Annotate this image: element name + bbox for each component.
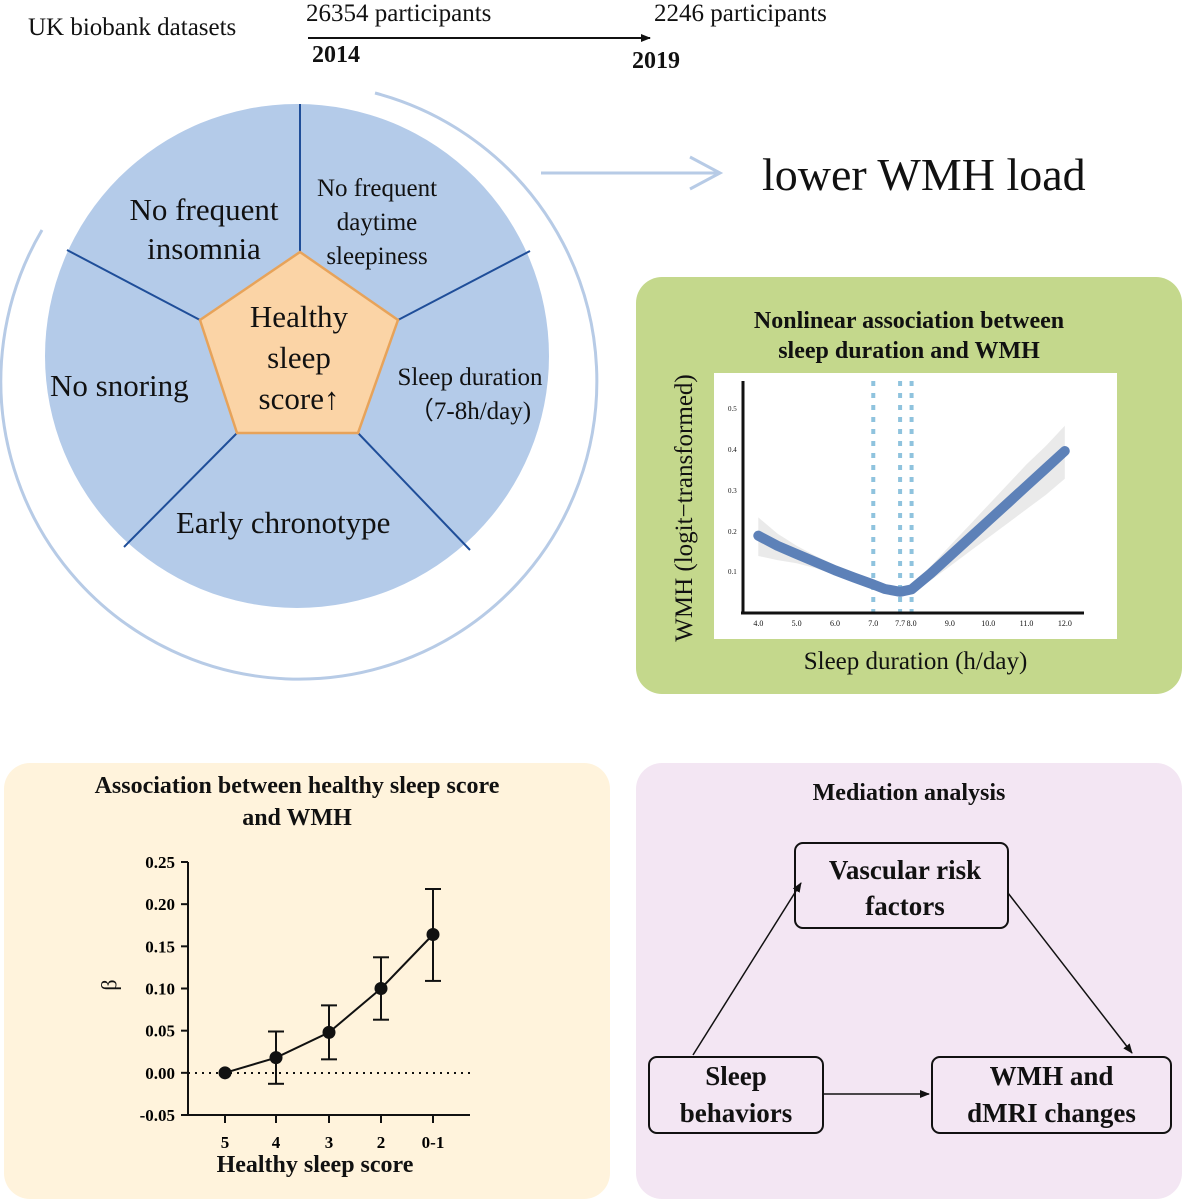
wheel-dividers [66,104,531,551]
score-chart: -0.05 0.00 0.05 0.10 0.15 0.20 0.25 5 4 3 2 0-1 [140,853,470,1152]
nonlinear-chart [741,381,1084,615]
nonlinear-plot-area [714,373,1117,639]
vascular-label: Vascular risk factors [828,855,982,921]
nonlinear-x-tick: 7.7 [895,619,906,628]
score-x-tick-label: 4 [272,1133,281,1152]
score-xlabel: Healthy sleep score [216,1152,414,1178]
mediation-diagram [648,842,1172,1134]
confidence-band [758,425,1065,596]
score-x-tick-label: 3 [325,1133,334,1152]
outer-arc [0,91,599,681]
sleep-to-vascular-arrow [692,882,802,1056]
start-year: 2014 [312,42,360,68]
nonlinear-x-tick: 6.0 [829,619,840,628]
nonlinear-x-tick: 12.0 [1057,619,1072,628]
fitted-curve [753,446,1070,597]
score-x-tick-label: 2 [377,1133,386,1152]
score-y-tick-label: 0.15 [145,937,175,956]
score-point [269,1051,283,1065]
dataset-label: UK biobank datasets [28,14,237,41]
pentagon-label: Healthy sleep score↑ [249,299,349,416]
nonlinear-y-tick: 0.4 [728,446,737,455]
score-x-tick-label: 0-1 [422,1133,445,1152]
nonlinear-y-tick: 0.5 [728,405,737,414]
sleep-box [648,1056,824,1134]
nonlinear-x-tick: 4.0 [753,619,764,628]
score-x-tick-label: 5 [221,1133,230,1152]
sleep-label: Sleep behaviors [679,1061,793,1128]
nonlinear-y-tick: 0.2 [728,527,737,536]
score-point [426,928,440,942]
score-y-tick-label: 0.25 [145,853,175,872]
segment-chronotype: Early chronotype [176,505,391,540]
score-y-tick-label: 0.10 [145,980,175,999]
score-point [374,982,388,995]
wmh-box [931,1056,1172,1134]
score-point [218,1066,232,1080]
segment-sleepiness: No frequent daytime sleepiness [316,175,438,270]
start-participants: 26354 participants [306,0,492,27]
nonlinear-x-tick: 7.0 [868,619,879,628]
outcome-arrow [541,155,724,191]
segment-duration: Sleep duration （7-8h/day) [397,364,543,425]
segment-snoring: No snoring [50,368,189,403]
nonlinear-x-tick: 5.0 [791,619,802,628]
segment-insomnia: No frequent insomnia [129,192,279,266]
score-y-tick-label: 0.20 [145,895,175,914]
end-year: 2019 [632,48,680,74]
outcome-label: lower WMH load [762,149,1086,200]
score-y-tick-label: 0.05 [145,1022,175,1041]
nonlinear-x-tick: 10.0 [981,619,996,628]
wmh-label: WMH and dMRI changes [967,1061,1136,1128]
score-y-tick-label: -0.05 [140,1106,175,1125]
vascular-to-wmh-arrow [1007,892,1133,1054]
nonlinear-xlabel: Sleep duration (h/day) [803,648,1028,675]
score-y-tick-label: 0.00 [145,1064,175,1083]
score-ylabel: β [96,979,122,991]
score-title: Association between healthy sleep score … [94,773,500,831]
end-participants: 2246 participants [654,0,827,27]
nonlinear-y-tick: 0.3 [728,486,737,495]
nonlinear-y-tick: 0.1 [728,568,737,577]
nonlinear-x-tick: 11.0 [1019,619,1034,628]
score-point [322,1025,336,1039]
nonlinear-ylabel: WMH (logit−transformed) [671,374,698,642]
score-panel [4,763,610,1199]
nonlinear-x-tick: 9.0 [944,619,955,628]
nonlinear-title: Nonlinear association between sleep dura… [753,308,1065,364]
mediation-title: Mediation analysis [812,780,1006,806]
nonlinear-x-tick: 8.0 [906,619,917,628]
score-pentagon [198,250,400,435]
